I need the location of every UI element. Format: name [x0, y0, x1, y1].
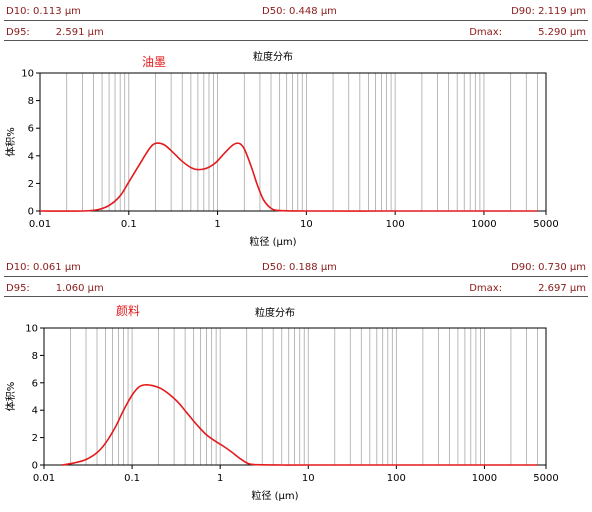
stats-divider — [4, 296, 588, 297]
stats-divider — [4, 20, 588, 21]
y-tick-label: 6 — [28, 124, 34, 135]
x-tick-label: 1 — [214, 219, 220, 230]
y-tick-label: 6 — [32, 378, 38, 389]
x-tick-label: 0.01 — [29, 219, 51, 230]
y-axis-label: 体积% — [5, 382, 17, 412]
series-line — [39, 142, 538, 212]
chart-title: 粒度分布 — [253, 50, 293, 63]
x-tick-label: 1 — [217, 473, 223, 484]
x-axis-label: 粒径 (µm) — [251, 489, 298, 502]
d50-stat: D50: 0.448 µm — [262, 6, 337, 17]
x-tick-label: 1000 — [472, 473, 497, 484]
y-tick-label: 8 — [32, 351, 38, 362]
x-tick-label: 5000 — [533, 219, 558, 230]
x-tick-label: 100 — [386, 219, 405, 230]
d90-stat: D90: 2.119 µm — [511, 6, 586, 17]
x-tick-label: 100 — [387, 473, 406, 484]
x-tick-label: 0.1 — [121, 219, 137, 230]
series-annotation: 油墨 — [142, 55, 166, 69]
y-tick-label: 10 — [25, 324, 38, 335]
stats-divider — [4, 40, 588, 41]
y-tick-label: 0 — [32, 461, 38, 472]
d90-stat: D90: 0.730 µm — [511, 262, 586, 273]
x-tick-label: 1000 — [471, 219, 496, 230]
series-annotation: 颜料 — [116, 303, 140, 318]
chart-title: 粒度分布 — [255, 306, 295, 319]
d95-stat: D95: 1.060 µm — [6, 283, 104, 294]
x-tick-label: 10 — [300, 219, 313, 230]
y-tick-label: 4 — [28, 151, 34, 162]
y-tick-label: 0 — [28, 207, 34, 218]
y-tick-label: 4 — [32, 406, 38, 417]
x-axis-label: 粒径 (µm) — [249, 235, 296, 248]
dmax-stat: Dmax: 5.290 µm — [469, 27, 586, 38]
d50-stat: D50: 0.188 µm — [262, 262, 337, 273]
series-line — [61, 383, 538, 466]
y-axis-label: 体积% — [5, 127, 17, 157]
d95-stat: D95: 2.591 µm — [6, 27, 104, 38]
x-tick-label: 5000 — [533, 473, 558, 484]
y-tick-label: 2 — [32, 433, 38, 444]
y-tick-label: 10 — [21, 69, 34, 80]
dmax-stat: Dmax: 2.697 µm — [469, 283, 586, 294]
d10-stat: D10: 0.113 µm — [6, 6, 81, 17]
d10-stat: D10: 0.061 µm — [6, 262, 81, 273]
x-tick-label: 0.1 — [124, 473, 140, 484]
y-tick-label: 2 — [28, 179, 34, 190]
x-tick-label: 0.01 — [33, 473, 55, 484]
y-tick-label: 8 — [28, 96, 34, 107]
stats-divider — [4, 276, 588, 277]
x-tick-label: 10 — [302, 473, 315, 484]
